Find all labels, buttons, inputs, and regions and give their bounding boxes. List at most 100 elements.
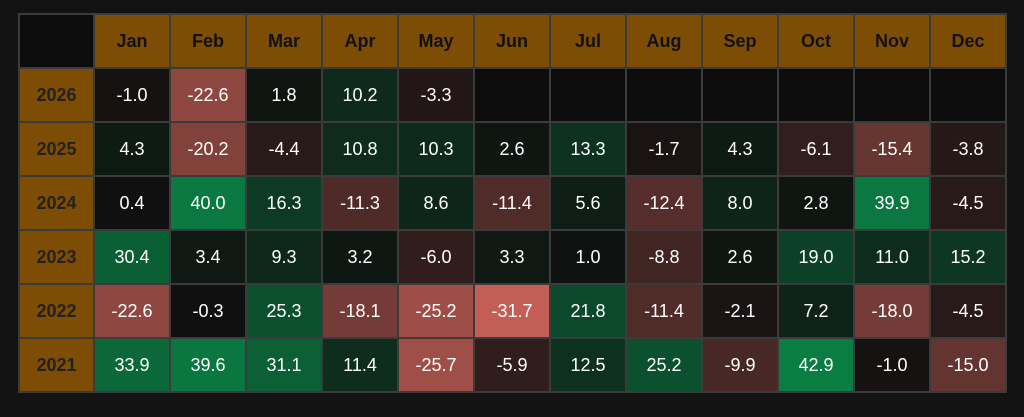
value-cell: -18.0 — [855, 285, 929, 337]
data-row: 2023 30.4 3.4 9.3 3.2 -6.0 3.3 1.0 -8.8 2.6 19.0 11… — [20, 231, 1005, 283]
value-cell: 10.2 — [323, 69, 397, 121]
data-row: 2021 33.9 39.6 31.1 11.4 -25.7 -5.9 12.5 25.2 -9.… — [20, 339, 1005, 391]
value-cell: 2.6 — [475, 123, 549, 175]
corner-cell — [20, 15, 93, 67]
value-cell: -22.6 — [95, 285, 169, 337]
value-cell: -1.7 — [627, 123, 701, 175]
value-cell: -3.8 — [931, 123, 1005, 175]
value-cell: -25.2 — [399, 285, 473, 337]
heatmap-table: Jan Feb Mar Apr May Jun Jul Aug Sep Oct Nov Dec 2026… — [18, 13, 1007, 393]
value-cell: -8.8 — [627, 231, 701, 283]
column-header: Oct — [779, 15, 853, 67]
column-header: Jul — [551, 15, 625, 67]
value-cell: -4.5 — [931, 285, 1005, 337]
column-header: Jan — [95, 15, 169, 67]
value-cell: 16.3 — [247, 177, 321, 229]
value-cell: 31.1 — [247, 339, 321, 391]
header-row: Jan Feb Mar Apr May Jun Jul Aug Sep Oct Nov Dec — [20, 15, 1005, 67]
value-cell: -12.4 — [627, 177, 701, 229]
data-row: 2022 -22.6 -0.3 25.3 -18.1 -25.2 -31.7 21.8 -11.… — [20, 285, 1005, 337]
value-cell: 9.3 — [247, 231, 321, 283]
row-header: 2023 — [20, 231, 93, 283]
value-cell: 10.8 — [323, 123, 397, 175]
value-cell: 25.3 — [247, 285, 321, 337]
value-cell: 33.9 — [95, 339, 169, 391]
empty-cell — [931, 69, 1005, 121]
value-cell: 1.0 — [551, 231, 625, 283]
row-header: 2024 — [20, 177, 93, 229]
heatmap: Jan Feb Mar Apr May Jun Jul Aug Sep Oct Nov Dec 2026… — [18, 13, 1007, 393]
value-cell: -1.0 — [95, 69, 169, 121]
column-header: Dec — [931, 15, 1005, 67]
value-cell: -15.4 — [855, 123, 929, 175]
value-cell: 3.2 — [323, 231, 397, 283]
value-cell: 39.6 — [171, 339, 245, 391]
empty-cell — [855, 69, 929, 121]
value-cell: -4.4 — [247, 123, 321, 175]
value-cell: 40.0 — [171, 177, 245, 229]
data-row: 2025 4.3 -20.2 -4.4 10.8 10.3 2.6 13.3 -1.7 4.3 -6… — [20, 123, 1005, 175]
value-cell: 10.3 — [399, 123, 473, 175]
value-cell: 4.3 — [703, 123, 777, 175]
value-cell: -11.4 — [627, 285, 701, 337]
column-header: Mar — [247, 15, 321, 67]
row-header: 2021 — [20, 339, 93, 391]
column-header: Feb — [171, 15, 245, 67]
value-cell: -3.3 — [399, 69, 473, 121]
value-cell: 8.0 — [703, 177, 777, 229]
value-cell: 15.2 — [931, 231, 1005, 283]
value-cell: 3.4 — [171, 231, 245, 283]
value-cell: 42.9 — [779, 339, 853, 391]
value-cell: 21.8 — [551, 285, 625, 337]
value-cell: -22.6 — [171, 69, 245, 121]
row-header: 2025 — [20, 123, 93, 175]
value-cell: 11.0 — [855, 231, 929, 283]
value-cell: 25.2 — [627, 339, 701, 391]
empty-cell — [627, 69, 701, 121]
data-row: 2024 0.4 40.0 16.3 -11.3 8.6 -11.4 5.6 -12.4 8.0 2… — [20, 177, 1005, 229]
value-cell: -6.0 — [399, 231, 473, 283]
value-cell: -11.3 — [323, 177, 397, 229]
row-header: 2022 — [20, 285, 93, 337]
column-header: Apr — [323, 15, 397, 67]
column-header: May — [399, 15, 473, 67]
value-cell: 11.4 — [323, 339, 397, 391]
column-header: Nov — [855, 15, 929, 67]
value-cell: 7.2 — [779, 285, 853, 337]
empty-cell — [475, 69, 549, 121]
value-cell: -20.2 — [171, 123, 245, 175]
value-cell: 4.3 — [95, 123, 169, 175]
value-cell: -6.1 — [779, 123, 853, 175]
value-cell: 2.8 — [779, 177, 853, 229]
value-cell: 30.4 — [95, 231, 169, 283]
column-header: Jun — [475, 15, 549, 67]
column-header: Aug — [627, 15, 701, 67]
value-cell: -18.1 — [323, 285, 397, 337]
empty-cell — [779, 69, 853, 121]
value-cell: 2.6 — [703, 231, 777, 283]
value-cell: -31.7 — [475, 285, 549, 337]
value-cell: 5.6 — [551, 177, 625, 229]
value-cell: 1.8 — [247, 69, 321, 121]
row-header: 2026 — [20, 69, 93, 121]
value-cell: -11.4 — [475, 177, 549, 229]
value-cell: 0.4 — [95, 177, 169, 229]
value-cell: -25.7 — [399, 339, 473, 391]
value-cell: 39.9 — [855, 177, 929, 229]
value-cell: -1.0 — [855, 339, 929, 391]
value-cell: -4.5 — [931, 177, 1005, 229]
data-row: 2026 -1.0 -22.6 1.8 10.2 -3.3 — [20, 69, 1005, 121]
value-cell: -15.0 — [931, 339, 1005, 391]
value-cell: -0.3 — [171, 285, 245, 337]
value-cell: -9.9 — [703, 339, 777, 391]
value-cell: 8.6 — [399, 177, 473, 229]
value-cell: 13.3 — [551, 123, 625, 175]
empty-cell — [551, 69, 625, 121]
value-cell: 3.3 — [475, 231, 549, 283]
value-cell: -5.9 — [475, 339, 549, 391]
empty-cell — [703, 69, 777, 121]
value-cell: -2.1 — [703, 285, 777, 337]
value-cell: 19.0 — [779, 231, 853, 283]
value-cell: 12.5 — [551, 339, 625, 391]
